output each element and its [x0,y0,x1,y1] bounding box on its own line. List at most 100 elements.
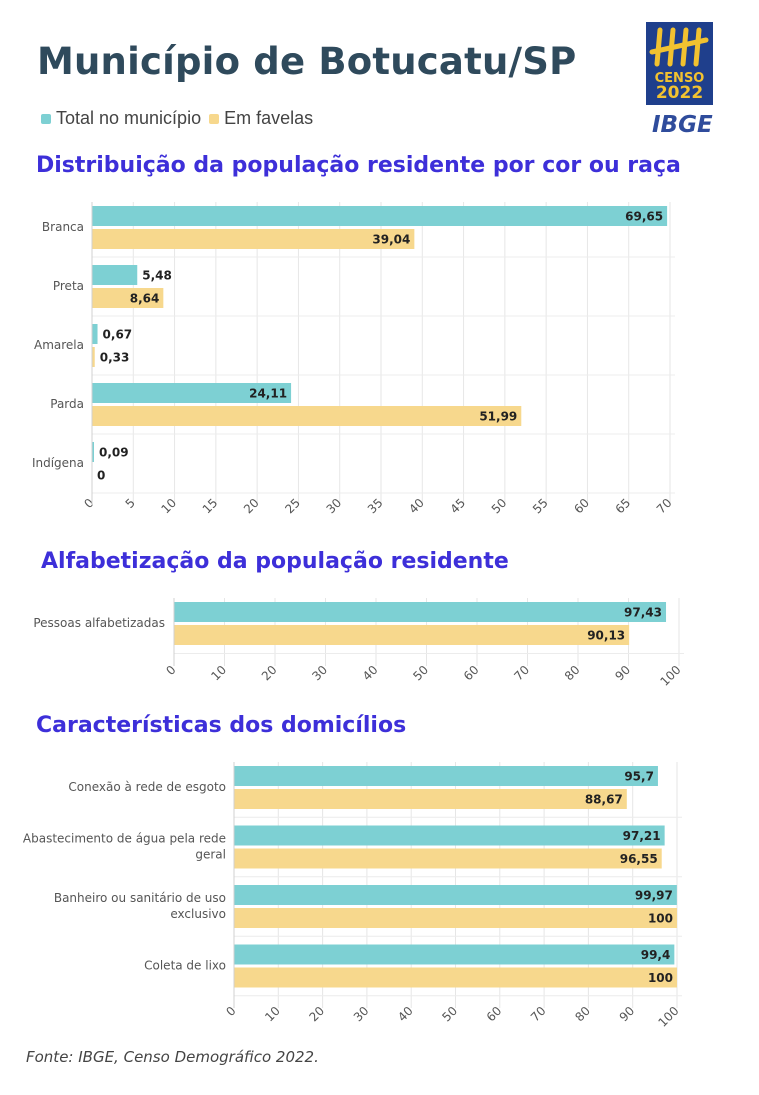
category-label: Abastecimento de água pela rede [23,832,226,846]
x-tick-label: 60 [461,663,482,684]
data-label: 96,55 [620,852,658,866]
censo-logo-box [646,22,713,105]
bar-favelas [234,908,677,928]
x-tick-label: 45 [447,496,468,517]
data-label: 100 [648,912,673,926]
category-label: Indígena [32,456,84,470]
x-tick-label: 60 [484,1004,505,1025]
bar-favelas [174,625,630,645]
x-tick-label: 0 [223,1004,238,1019]
data-label: 0,33 [100,351,130,365]
x-tick-label: 100 [655,1004,681,1030]
category-label: Parda [50,397,84,411]
x-tick-label: 70 [511,663,532,684]
x-tick-label: 40 [406,496,427,517]
x-tick-label: 10 [262,1004,283,1025]
chart-title-cor-raca: Distribuição da população residente por … [36,153,681,178]
x-tick-label: 30 [351,1004,372,1025]
x-tick-label: 65 [613,496,634,517]
bar-favelas [92,406,522,426]
legend-swatch-total [41,113,51,124]
data-label: 97,21 [623,829,661,843]
x-tick-label: 20 [259,663,280,684]
category-label: Amarela [34,338,84,352]
x-tick-label: 30 [309,663,330,684]
bar-total [92,324,98,344]
data-label: 95,7 [624,770,654,784]
data-label: 100 [648,971,673,985]
page-title: Município de Botucatu/SP [37,40,577,83]
data-label: 0,67 [103,328,133,342]
chart-title-domicilios: Características dos domicílios [36,713,407,738]
data-label: 88,67 [585,793,623,807]
x-tick-label: 55 [530,496,551,517]
x-tick-label: 35 [365,496,386,517]
censo-tally-logo [649,27,709,67]
bar-total [92,265,138,285]
bar-total [234,944,675,965]
data-label: 5,48 [142,269,172,283]
chart-title-alfabetizacao: Alfabetização da população residente [41,549,509,574]
data-label: 69,65 [625,210,663,224]
censo-ibge-logo: CENSO 2022 IBGE [626,22,736,140]
chart-legend: Total no município Em favelas [41,108,321,129]
bar-total [92,442,94,462]
chart-alfabetizacao: 0 10 20 30 40 50 60 70 80 90 100 Pessoas alfabetiza… [33,598,684,689]
x-tick-label: 50 [410,663,431,684]
chart-cor-raca: 0 5 10 15 20 25 30 35 40 45 50 55 60 65 70 Branca 69,65 3… [32,202,675,517]
data-label: 8,64 [130,292,160,306]
category-label: Banheiro ou sanitário de uso [54,891,226,905]
x-tick-label: 20 [306,1004,327,1025]
chart-domicilios: 0 10 20 30 40 50 60 70 80 90 100 Conexão à rede de … [23,762,682,1030]
censo-label: CENSO [654,71,705,86]
x-tick-label: 90 [617,1004,638,1025]
x-tick-label: 40 [360,663,381,684]
source-note: Fonte: IBGE, Censo Demográfico 2022. [26,1048,319,1066]
bar-favelas [92,229,415,249]
legend-item-favelas: Em favelas [209,108,313,129]
x-tick-label: 0 [81,496,96,511]
bar-favelas [234,789,627,809]
x-tick-label: 70 [654,496,675,517]
censo-year: 2022 [655,83,704,103]
data-label: 0,09 [99,446,129,460]
x-tick-label: 80 [562,663,583,684]
category-label: Pessoas alfabetizadas [33,616,165,630]
bar-favelas [234,848,662,869]
x-tick-label: 60 [571,496,592,517]
legend-label-favelas: Em favelas [224,108,314,128]
legend-swatch-favelas [209,113,220,124]
bar-total [234,885,677,905]
bar-favelas [92,288,164,308]
data-label: 51,99 [479,410,517,424]
data-label: 24,11 [249,387,287,401]
x-tick-label: 80 [572,1004,593,1025]
legend-item-total: Total no município [41,108,201,129]
category-label: geral [195,848,226,862]
data-label: 0 [97,469,105,483]
ibge-label: IBGE [652,112,713,138]
x-tick-label: 90 [612,663,633,684]
legend-label-total: Total no município [56,108,202,128]
data-label: 99,97 [635,889,673,903]
category-label: Coleta de lixo [144,959,226,973]
x-tick-label: 20 [241,496,262,517]
bar-total [92,206,668,226]
category-label: exclusivo [170,907,226,921]
x-tick-label: 25 [282,496,303,517]
bar-total [234,825,665,846]
data-label: 97,43 [624,606,662,620]
data-label: 99,4 [641,948,671,962]
data-label: 90,13 [587,629,625,643]
category-label: Conexão à rede de esgoto [68,780,226,794]
x-tick-label: 70 [528,1004,549,1025]
x-tick-label: 0 [163,663,178,678]
bar-favelas [92,347,95,367]
category-label: Branca [42,220,84,234]
x-tick-label: 40 [395,1004,416,1025]
x-tick-label: 10 [158,496,179,517]
bar-total [234,766,658,786]
x-tick-label: 30 [324,496,345,517]
x-tick-label: 50 [489,496,510,517]
x-tick-label: 10 [208,663,229,684]
